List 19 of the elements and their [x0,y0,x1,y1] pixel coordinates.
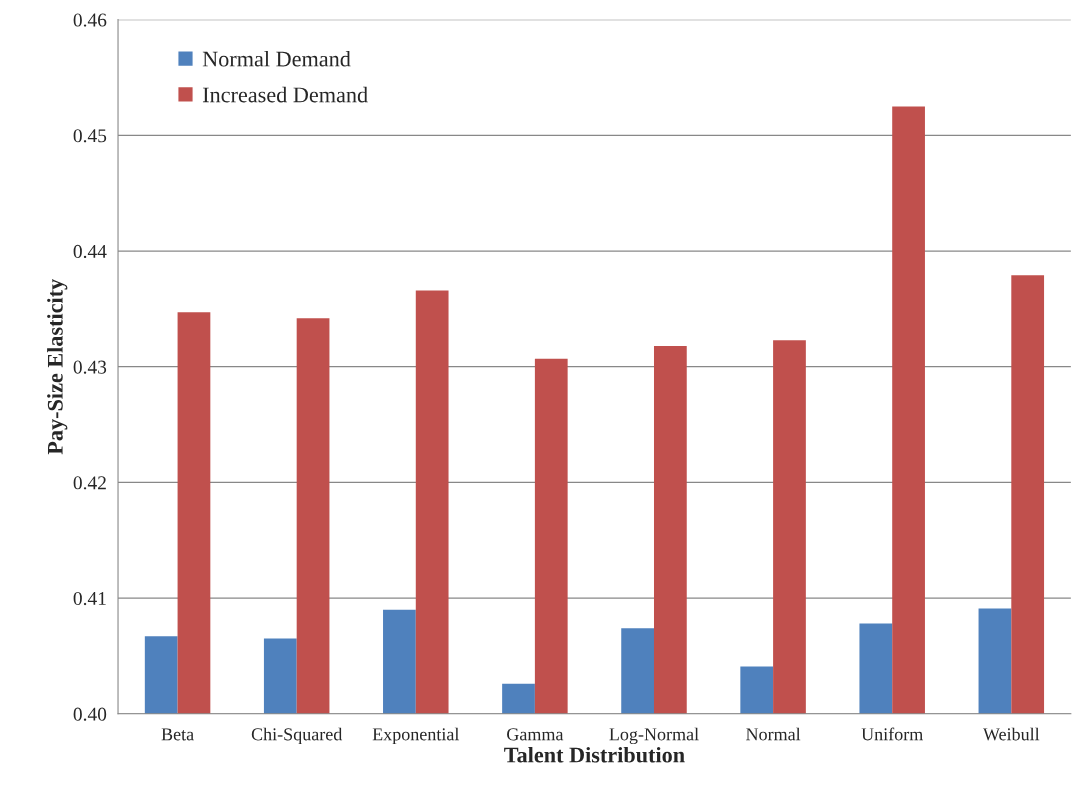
x-tick-label: Log-Normal [609,727,699,745]
y-tick-label: 0.41 [73,591,106,606]
x-tick-label: Chi-Squared [251,727,343,745]
x-tick-label: Beta [161,728,194,741]
y-tick-label: 0.44 [73,244,107,259]
x-axis-title: Talent Distribution [504,746,685,763]
legend-label: Normal Demand [202,50,351,67]
y-tick-label: 0.46 [73,13,107,27]
y-tick-label: 0.43 [73,360,107,374]
legend-label: Increased Demand [202,86,368,103]
y-tick-label: 0.42 [73,476,106,490]
x-tick-label: Exponential [372,727,460,745]
y-tick-label: 0.45 [73,129,107,143]
x-tick-label: Gamma [507,728,564,741]
y-tick-label: 0.40 [73,707,107,721]
x-tick-label: Normal [746,727,801,741]
x-tick-label: Uniform [861,727,924,741]
x-tick-label: Weibull [982,727,1040,741]
y-axis-title: Pay-Size Elasticity [47,279,68,455]
